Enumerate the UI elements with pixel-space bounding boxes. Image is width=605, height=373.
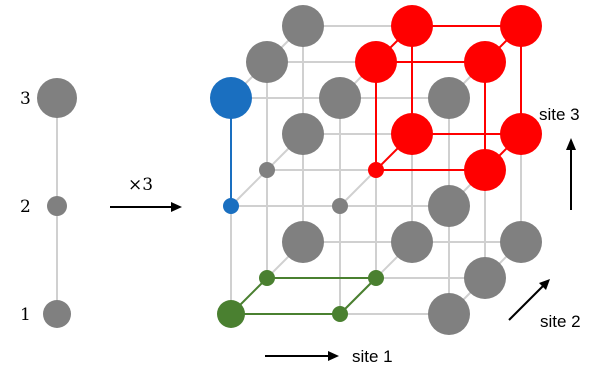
- red-node: [500, 5, 542, 47]
- chain-node-3: [37, 78, 77, 118]
- chain-node-2: [47, 196, 67, 216]
- green-node: [368, 270, 384, 286]
- tensor-operator: ×3: [110, 175, 182, 212]
- site3-label: site 3: [539, 105, 580, 124]
- axis-site2: site 2: [508, 279, 581, 331]
- lattice-node: [246, 41, 288, 83]
- lattice-node: [464, 257, 506, 299]
- site3-arrowhead: [566, 138, 576, 150]
- lattice-nodes: [210, 5, 542, 335]
- lattice-node: [332, 198, 348, 214]
- chain-label-3: 3: [20, 89, 31, 109]
- single-site-chain: 1 2 3: [20, 78, 77, 328]
- lattice-node: [428, 77, 470, 119]
- green-node: [259, 270, 275, 286]
- lattice-node: [282, 113, 324, 155]
- green-node: [217, 300, 245, 328]
- axis-site3: site 3: [539, 105, 580, 210]
- blue-node: [210, 77, 252, 119]
- site1-label: site 1: [352, 347, 393, 366]
- operator-label: ×3: [128, 175, 153, 195]
- chain-node-1: [43, 300, 71, 328]
- chain-label-1: 1: [20, 305, 31, 325]
- red-node: [500, 113, 542, 155]
- red-node: [391, 113, 433, 155]
- red-node: [368, 162, 384, 178]
- lattice-node: [428, 293, 470, 335]
- red-node: [355, 41, 397, 83]
- chain-label-2: 2: [20, 197, 31, 217]
- lattice-node: [428, 185, 470, 227]
- lattice-node: [259, 162, 275, 178]
- site1-arrowhead: [328, 351, 339, 361]
- site2-arrow-shaft: [508, 285, 544, 321]
- lattice-node: [391, 221, 433, 263]
- red-node: [391, 5, 433, 47]
- site2-label: site 2: [540, 312, 581, 331]
- red-node: [464, 149, 506, 191]
- lattice-node: [319, 77, 361, 119]
- lattice-node: [500, 221, 542, 263]
- site2-arrowhead: [539, 279, 550, 290]
- red-node: [464, 41, 506, 83]
- axis-site1: site 1: [265, 347, 393, 366]
- green-edge: [339, 277, 377, 315]
- lattice-node: [282, 5, 324, 47]
- green-node: [332, 306, 348, 322]
- blue-node: [223, 198, 239, 214]
- lattice-node: [282, 221, 324, 263]
- operator-arrowhead: [171, 202, 182, 212]
